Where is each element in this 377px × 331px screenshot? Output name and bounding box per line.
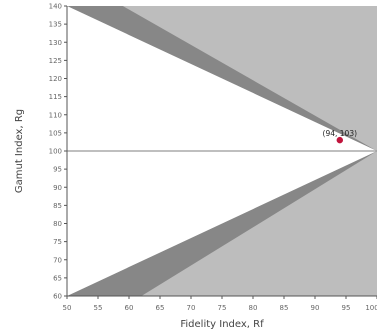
x-tick-labels: 50 55 60 65 70 75 80 85 90 95 100	[63, 296, 377, 312]
x-tick-label: 70	[187, 304, 196, 312]
x-tick-label: 60	[125, 304, 134, 312]
x-tick-label: 55	[94, 304, 103, 312]
y-tick-label: 115	[49, 93, 62, 101]
x-tick-label: 65	[156, 304, 165, 312]
y-tick-label: 60	[53, 293, 62, 301]
y-tick-label: 140	[49, 3, 62, 11]
y-tick-label: 125	[49, 57, 62, 65]
x-tick-label: 85	[280, 304, 289, 312]
y-tick-label: 85	[53, 202, 62, 210]
y-tick-label: 90	[53, 184, 62, 192]
y-tick-label: 100	[49, 148, 62, 156]
y-tick-label: 70	[53, 256, 62, 264]
y-tick-label: 130	[49, 39, 62, 47]
y-tick-label: 120	[49, 75, 62, 83]
x-axis-label: Fidelity Index, Rf	[180, 319, 264, 330]
y-tick-label: 95	[53, 166, 62, 174]
y-tick-label: 110	[49, 111, 62, 119]
data-point-label: (94, 103)	[323, 129, 358, 138]
x-tick-label: 75	[218, 304, 227, 312]
x-tick-label: 50	[63, 304, 72, 312]
data-points: (94, 103)	[323, 129, 358, 144]
x-tick-label: 80	[249, 304, 258, 312]
x-tick-label: 100	[365, 304, 377, 312]
y-tick-label: 80	[53, 220, 62, 228]
x-tick-label: 95	[342, 304, 351, 312]
y-tick-label: 105	[49, 129, 62, 137]
x-tick-label: 90	[311, 304, 320, 312]
y-tick-label: 75	[53, 238, 62, 246]
data-point	[336, 136, 343, 144]
y-tick-label: 65	[53, 274, 62, 282]
y-axis-label: Gamut Index, Rg	[14, 109, 25, 193]
y-tick-labels: 140 135 130 125 120 115 110 105 100 95 90 85 80 75 70 6…	[49, 3, 67, 301]
y-tick-label: 135	[49, 21, 62, 29]
